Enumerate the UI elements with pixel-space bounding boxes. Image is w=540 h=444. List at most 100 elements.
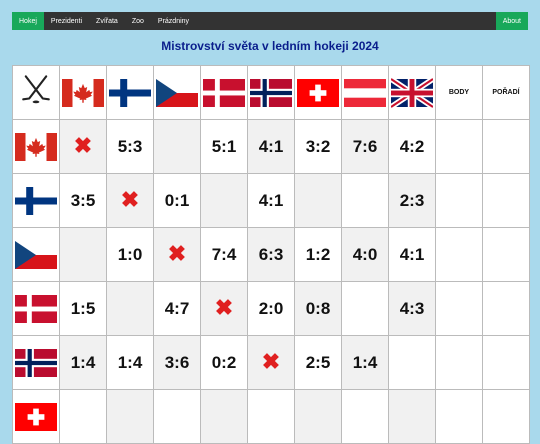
- poradi-cell: [482, 335, 530, 390]
- body-cell: [435, 119, 483, 174]
- score-cell: 4:1: [247, 173, 295, 228]
- score-value: 4:1: [399, 244, 425, 264]
- score-cell: 5:1: [200, 119, 248, 174]
- poradi-cell: [482, 119, 530, 174]
- score-value: 2:0: [258, 298, 284, 318]
- table-row: 1:5 4:7 ✖ 2:0 0:8 4:3: [12, 281, 530, 336]
- score-value: 2:3: [399, 190, 425, 210]
- score-cell: 1:4: [106, 335, 154, 390]
- score-value: 1:4: [117, 352, 143, 372]
- score-cell: [59, 227, 107, 282]
- score-cell: 4:2: [388, 119, 436, 174]
- table-row: ✖ 5:3 5:1 4:1 3:2 7:6 4:2: [12, 119, 530, 174]
- hockey-sticks-icon: [12, 65, 60, 120]
- score-cell: 3:5: [59, 173, 107, 228]
- table-row: 3:5 ✖ 0:1 4:1 2:3: [12, 173, 530, 228]
- score-value: 7:4: [211, 244, 237, 264]
- nav-item-zoo[interactable]: Zoo: [131, 17, 144, 25]
- score-cell: 1:0: [106, 227, 154, 282]
- header-flag-norway: [247, 65, 295, 120]
- score-value: 7:6: [352, 136, 378, 156]
- score-cell: 7:4: [200, 227, 248, 282]
- cross-cell: ✖: [59, 119, 107, 174]
- score-value: 5:3: [117, 136, 143, 156]
- cross-cell: ✖: [106, 173, 154, 228]
- great-britain-flag-icon: [391, 71, 433, 115]
- canada-flag-icon: [62, 71, 104, 115]
- body-cell: [435, 389, 483, 444]
- score-value: 3:6: [164, 352, 190, 372]
- norway-flag-icon: [250, 71, 292, 115]
- austria-flag-icon: [344, 71, 386, 115]
- score-cell: 4:1: [247, 119, 295, 174]
- score-cell: 3:6: [153, 335, 201, 390]
- score-cell: 4:3: [388, 281, 436, 336]
- canada-flag-icon: [15, 125, 57, 169]
- poradi-cell: [482, 281, 530, 336]
- header-flag-czech: [153, 65, 201, 120]
- denmark-flag-icon: [15, 287, 57, 331]
- score-value: 4:1: [258, 136, 284, 156]
- table-row: 1:0 ✖ 7:4 6:3 1:2 4:0 4:1: [12, 227, 530, 282]
- score-cell: [106, 389, 154, 444]
- score-cell: 1:4: [59, 335, 107, 390]
- header-flag-austria: [341, 65, 389, 120]
- header-poradi: POŘADÍ: [482, 65, 530, 120]
- header-flag-canada: [59, 65, 107, 120]
- finland-flag-icon: [109, 71, 151, 115]
- score-value: 5:1: [211, 136, 237, 156]
- score-value: 3:2: [305, 136, 331, 156]
- body-cell: [435, 173, 483, 228]
- score-cell: [106, 281, 154, 336]
- score-cell: 4:7: [153, 281, 201, 336]
- header-flag-denmark: [200, 65, 248, 120]
- switzerland-flag-icon: [15, 395, 57, 439]
- poradi-cell: [482, 173, 530, 228]
- score-cell: [200, 173, 248, 228]
- score-cell: [294, 389, 342, 444]
- czech-flag-icon: [156, 71, 198, 115]
- header-row: BODY POŘADÍ: [12, 65, 530, 120]
- nav-item-hokej[interactable]: Hokej: [12, 12, 44, 30]
- score-cell: 7:6: [341, 119, 389, 174]
- nav-item-about[interactable]: About: [495, 12, 528, 30]
- row-flag-norway: [12, 335, 60, 390]
- score-value: 3:5: [70, 190, 96, 210]
- score-cell: 2:3: [388, 173, 436, 228]
- score-cell: [200, 389, 248, 444]
- nav-item-prazdniny[interactable]: Prázdniny: [157, 17, 190, 25]
- score-value: 4:1: [258, 190, 284, 210]
- score-value: 0:1: [164, 190, 190, 210]
- score-cell: 2:5: [294, 335, 342, 390]
- score-cell: 0:8: [294, 281, 342, 336]
- score-cell: [341, 173, 389, 228]
- score-cell: 3:2: [294, 119, 342, 174]
- header-flag-finland: [106, 65, 154, 120]
- score-cell: 0:2: [200, 335, 248, 390]
- top-navbar: Hokej Prezidenti Zvířata Zoo Prázdniny A…: [12, 12, 528, 30]
- header-body: BODY: [435, 65, 483, 120]
- poradi-cell: [482, 389, 530, 444]
- switzerland-flag-icon: [297, 71, 339, 115]
- results-table: BODY POŘADÍ ✖ 5:3 5:1 4:1 3:2 7:6 4:2 3:5 ✖ 0:1 4:1 2…: [12, 65, 530, 444]
- score-cell: 0:1: [153, 173, 201, 228]
- score-cell: [294, 173, 342, 228]
- score-value: 1:4: [352, 352, 378, 372]
- cross-cell: ✖: [247, 335, 295, 390]
- score-value: 2:5: [305, 352, 331, 372]
- finland-flag-icon: [15, 179, 57, 223]
- score-cell: 1:2: [294, 227, 342, 282]
- score-value: 4:3: [399, 298, 425, 318]
- nav-item-prezidenti[interactable]: Prezidenti: [50, 17, 83, 25]
- score-cell: 5:3: [106, 119, 154, 174]
- score-value: 4:7: [164, 298, 190, 318]
- score-cell: [388, 389, 436, 444]
- nav-item-zvirata[interactable]: Zvířata: [96, 17, 118, 25]
- cross-icon: ✖: [214, 295, 234, 320]
- poradi-cell: [482, 227, 530, 282]
- score-cell: 4:0: [341, 227, 389, 282]
- cross-icon: ✖: [261, 349, 281, 374]
- score-cell: 1:4: [341, 335, 389, 390]
- score-cell: 1:5: [59, 281, 107, 336]
- row-flag-denmark: [12, 281, 60, 336]
